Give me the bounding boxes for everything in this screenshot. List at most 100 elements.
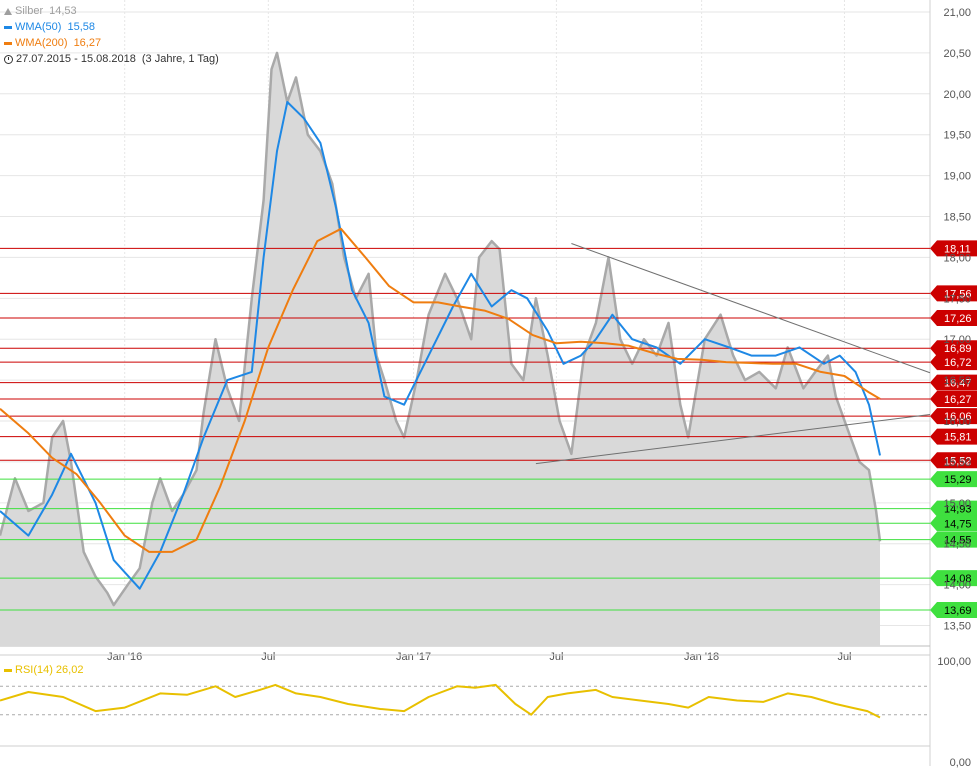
resistance-level-label: 16,47 <box>930 374 977 391</box>
wma200-line <box>0 227 881 553</box>
resistance-level-value: 16,47 <box>944 378 972 390</box>
y-tick-label: 19,50 <box>943 130 971 142</box>
y-tick-label: 21,00 <box>943 7 971 19</box>
y-tick-label: 15,50 <box>943 457 971 469</box>
moving-average-layer <box>0 101 881 590</box>
legend-wma200-label: WMA(200) <box>15 37 68 49</box>
rsi-tick-label: 100,00 <box>937 656 971 668</box>
legend-instrument-name: Silber <box>15 5 44 17</box>
legend-instrument-value: 14,53 <box>49 5 77 17</box>
legend-range: 27.07.2015 - 15.08.2018 (3 Jahre, 1 Tag) <box>4 51 219 67</box>
wma50-swatch <box>4 25 12 29</box>
support-level-tag <box>930 500 977 517</box>
resistance-level-label: 16,89 <box>930 340 977 357</box>
triangle-icon <box>4 7 12 15</box>
resistance-level-value: 15,81 <box>944 432 972 444</box>
y-tick-label: 16,00 <box>943 416 971 428</box>
resistance-level-label: 18,11 <box>930 240 977 257</box>
resistance-level-value: 16,06 <box>944 411 972 423</box>
support-level-value: 14,75 <box>944 518 972 530</box>
y-tick-label: 19,00 <box>943 171 971 183</box>
resistance-level-value: 18,11 <box>944 243 971 255</box>
resistance-level-value: 16,89 <box>944 343 972 355</box>
wma200-swatch <box>4 41 12 45</box>
legend-wma50[interactable]: WMA(50) 15,58 <box>4 19 219 35</box>
rsi-tick-label: 0,00 <box>950 757 971 769</box>
y-tick-label: 13,50 <box>943 621 971 633</box>
support-level-value: 14,08 <box>944 573 972 585</box>
resistance-level-label: 17,26 <box>930 309 977 326</box>
rsi-panel: 100,00 0,00 <box>0 654 971 769</box>
trendline <box>535 413 931 465</box>
resistance-level-label: 15,81 <box>930 428 977 445</box>
wma50-line <box>0 101 881 590</box>
price-area-fill <box>0 52 880 646</box>
y-tick-label: 20,00 <box>943 89 971 101</box>
resistance-level-tag <box>930 340 977 357</box>
support-level-value: 13,69 <box>944 605 972 617</box>
rsi-legend[interactable]: RSI(14) 26,02 <box>4 664 83 676</box>
resistance-level-value: 16,27 <box>944 394 972 406</box>
price-line <box>0 51 882 607</box>
y-tick-label: 15,00 <box>943 498 971 510</box>
resistance-level-label: 17,56 <box>930 285 977 302</box>
y-tick-label: 18,00 <box>943 252 971 264</box>
y-tick-label: 17,50 <box>943 293 971 305</box>
x-tick-label: Jul <box>549 651 563 663</box>
resistance-level-label: 16,06 <box>930 408 977 425</box>
resistance-level-label: 16,72 <box>930 354 977 371</box>
support-level-label: 14,75 <box>930 515 977 532</box>
support-level-value: 14,55 <box>944 535 972 547</box>
resistance-level-tag <box>930 240 977 257</box>
chart-legend: Silber 14,53 WMA(50) 15,58 WMA(200) 16,2… <box>4 3 219 67</box>
resistance-level-tag <box>930 390 977 407</box>
support-level-tag <box>930 515 977 532</box>
support-level-tag <box>930 471 977 488</box>
legend-wma50-label: WMA(50) <box>15 21 62 33</box>
resistance-level-value: 16,72 <box>944 357 972 369</box>
y-tick-label: 16,50 <box>943 375 971 387</box>
legend-wma200[interactable]: WMA(200) 16,27 <box>4 35 219 51</box>
x-tick-label: Jan '17 <box>396 651 431 663</box>
resistance-level-tag <box>930 309 977 326</box>
support-level-tag <box>930 602 977 619</box>
resistance-level-tag <box>930 354 977 371</box>
trendline <box>571 243 931 374</box>
support-level-label: 14,93 <box>930 500 977 517</box>
support-level-label: 14,55 <box>930 531 977 548</box>
support-level-value: 15,29 <box>944 474 972 486</box>
legend-range-text: 27.07.2015 - 15.08.2018 <box>16 53 136 65</box>
resistance-level-tag <box>930 408 977 425</box>
resistance-level-label: 15,52 <box>930 452 977 469</box>
legend-wma50-value: 15,58 <box>67 21 95 33</box>
y-tick-label: 18,50 <box>943 212 971 224</box>
x-tick-label: Jan '16 <box>107 651 142 663</box>
price-area-layer <box>0 51 882 646</box>
rsi-legend-value: 26,02 <box>55 664 84 676</box>
rsi-legend-label: RSI(14) <box>15 664 53 676</box>
resistance-level-tag <box>930 428 977 445</box>
support-level-tag <box>930 570 977 587</box>
resistance-level-value: 15,52 <box>944 455 972 467</box>
y-tick-label: 20,50 <box>943 48 971 60</box>
legend-instrument[interactable]: Silber 14,53 <box>4 3 219 19</box>
x-tick-label: Jul <box>261 651 275 663</box>
support-level-label: 15,29 <box>930 471 977 488</box>
clock-icon <box>4 54 13 64</box>
resistance-level-value: 17,56 <box>944 288 972 300</box>
y-axis: 21,00 20,50 20,00 19,50 19,00 18,50 18,00 17,50… <box>943 7 971 633</box>
support-level-value: 14,93 <box>944 504 972 516</box>
resistance-level-label: 16,27 <box>930 390 977 407</box>
support-level-label: 14,08 <box>930 570 977 587</box>
support-level-label: 13,69 <box>930 602 977 619</box>
support-level-tag <box>930 531 977 548</box>
x-axis: Jan '16 Jul Jan '17 Jul Jan '18 Jul <box>107 651 851 663</box>
x-tick-label: Jul <box>837 651 851 663</box>
y-tick-label: 14,00 <box>943 580 971 592</box>
resistance-level-tag <box>930 452 977 469</box>
rsi-line <box>0 683 881 719</box>
rsi-swatch <box>4 668 12 672</box>
legend-wma200-value: 16,27 <box>73 37 102 49</box>
resistance-level-tag <box>930 374 977 391</box>
